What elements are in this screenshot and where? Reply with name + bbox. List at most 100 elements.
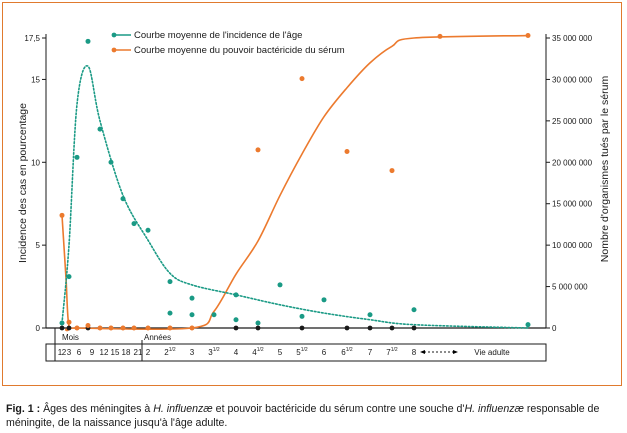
incidence-point — [233, 292, 239, 298]
annees-label: Années — [144, 333, 171, 342]
zero-marker — [299, 325, 305, 331]
zero-marker — [66, 325, 72, 331]
right-tick-label: 30 000 000 — [552, 75, 593, 84]
right-tick-label: 35 000 000 — [552, 34, 593, 43]
left-tick-label: 5 — [36, 241, 41, 250]
x-tick-annee: 8 — [412, 348, 417, 357]
incidence-point — [66, 274, 72, 280]
serum-point — [167, 325, 173, 331]
figure-caption: Fig. 1 : Âges des méningites à H. influe… — [6, 402, 621, 430]
legend-marker — [111, 47, 117, 53]
caption-italic-2: H. influenzæ — [464, 403, 524, 415]
caption-text-2: et pouvoir bactéricide du sérum contre u… — [215, 403, 465, 415]
right-tick-label: 5 000 000 — [552, 283, 588, 292]
serum-point — [59, 212, 65, 218]
zero-marker — [255, 325, 261, 331]
incidence-point — [167, 279, 173, 285]
incidence-point — [85, 38, 91, 44]
x-tick-annee: 61/2 — [341, 347, 353, 357]
zero-marker — [389, 325, 395, 331]
zero-marker — [233, 325, 239, 331]
incidence-point — [525, 322, 531, 328]
chart-legend: Courbe moyenne de l'incidence de l'âge Co… — [111, 30, 345, 56]
incidence-point — [299, 313, 305, 319]
serum-point — [74, 325, 80, 331]
x-tick-annee: 3 — [190, 348, 195, 357]
zero-marker — [59, 325, 65, 331]
incidence-point — [97, 126, 103, 132]
incidence-point — [189, 295, 195, 301]
zero-marker — [411, 325, 417, 331]
chart-curves — [61, 34, 529, 332]
x-tick-mois: 1 — [58, 348, 63, 357]
incidence-point — [131, 221, 137, 227]
incidence-point — [59, 320, 65, 326]
right-tick-label: 15 000 000 — [552, 200, 593, 209]
arrow-head-right — [453, 350, 458, 354]
x-axis-box — [45, 343, 547, 362]
x-tick-annee: 51/2 — [296, 347, 308, 357]
left-tick-label: 17,5 — [24, 34, 40, 43]
incidence-point — [321, 297, 327, 303]
incidence-curve — [61, 64, 529, 329]
caption-text-1: Âges des méningites à — [43, 403, 151, 415]
x-tick-annee: 7 — [368, 348, 373, 357]
x-tick-mois: 2 — [62, 348, 67, 357]
right-axis-label: Nombre d'organismes tués par le sérum — [599, 76, 611, 263]
caption-text-3: responsable de méningite, de la naissanc… — [6, 403, 600, 429]
incidence-point — [108, 159, 114, 165]
vie-adulte-label: Vie adulte — [474, 348, 510, 357]
serum-point — [255, 147, 261, 153]
serum-point — [437, 33, 443, 39]
serum-point — [299, 76, 305, 82]
x-tick-annee: 2 — [146, 348, 151, 357]
serum-point — [344, 149, 350, 155]
right-tick-label: 10 000 000 — [552, 241, 593, 250]
incidence-point — [411, 307, 417, 313]
serum-point — [97, 325, 103, 331]
incidence-point — [255, 320, 261, 326]
mois-label: Mois — [62, 333, 79, 342]
caption-prefix: Fig. 1 : — [6, 403, 41, 415]
serum-point — [525, 33, 531, 39]
caption-italic-1: H. influenzæ — [153, 403, 213, 415]
x-tick-mois: 21 — [134, 348, 143, 357]
x-tick-mois: 3 — [67, 348, 72, 357]
right-tick-label: 20 000 000 — [552, 158, 593, 167]
incidence-point — [145, 227, 151, 233]
serum-point — [389, 168, 395, 174]
serum-point — [108, 325, 114, 331]
incidence-point — [233, 317, 239, 323]
x-tick-annee: 5 — [278, 348, 283, 357]
serum-curve — [61, 34, 529, 332]
serum-point — [189, 325, 195, 331]
left-axis-label: Incidence des cas en pourcentage — [17, 103, 29, 263]
x-tick-annee: 4 — [234, 348, 239, 357]
incidence-point — [120, 196, 126, 202]
left-tick-label: 15 — [31, 75, 40, 84]
zero-marker — [367, 325, 373, 331]
x-tick-annee: 41/2 — [252, 347, 264, 357]
x-tick-annee: 6 — [322, 348, 327, 357]
x-tick-annee: 21/2 — [164, 347, 176, 357]
x-tick-mois: 15 — [111, 348, 120, 357]
serum-point — [145, 325, 151, 331]
incidence-point — [367, 312, 373, 318]
arrow-head-left — [420, 350, 425, 354]
serum-point — [85, 323, 91, 329]
x-tick-mois: 12 — [100, 348, 109, 357]
incidence-point — [277, 282, 283, 288]
incidence-point — [74, 154, 80, 160]
left-tick-label: 10 — [31, 158, 40, 167]
zero-marker — [344, 325, 350, 331]
serum-point — [120, 325, 126, 331]
x-tick-mois: 6 — [77, 348, 82, 357]
right-tick-label: 0 — [552, 324, 557, 333]
chart-marks — [59, 33, 531, 331]
legend-label: Courbe moyenne de l'incidence de l'âge — [134, 30, 302, 41]
incidence-point — [211, 312, 217, 318]
incidence-point — [189, 312, 195, 318]
x-tick-annee: 71/2 — [386, 347, 398, 357]
